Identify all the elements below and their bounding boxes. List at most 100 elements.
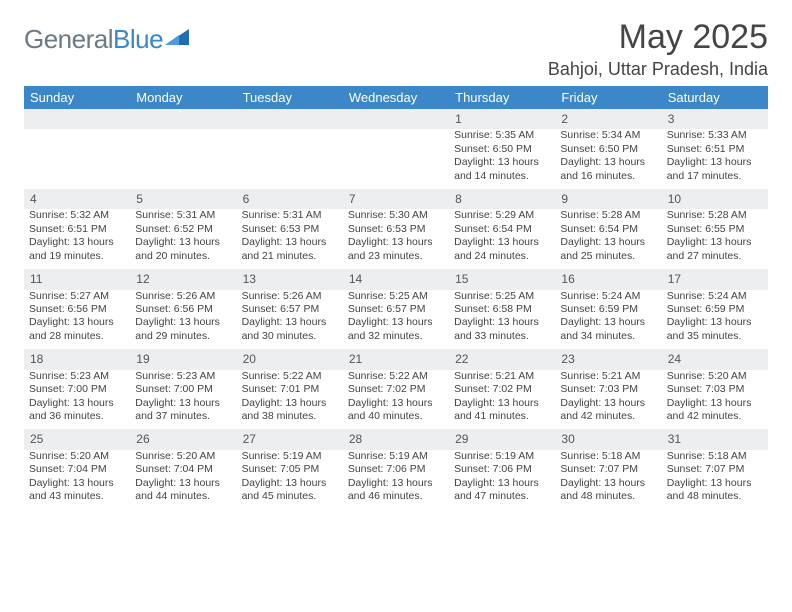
daylight-text: Daylight: 13 hours and 20 minutes. xyxy=(135,236,231,263)
day-number-cell: 5 xyxy=(130,189,236,209)
daynum-row: 123 xyxy=(24,109,768,129)
daynum-row: 45678910 xyxy=(24,189,768,209)
sunrise-text: Sunrise: 5:25 AM xyxy=(454,290,550,303)
sunrise-text: Sunrise: 5:24 AM xyxy=(667,290,763,303)
daylight-text: Daylight: 13 hours and 32 minutes. xyxy=(348,316,444,343)
day-info-cell: Sunrise: 5:20 AMSunset: 7:04 PMDaylight:… xyxy=(24,450,130,510)
daylight-text: Daylight: 13 hours and 21 minutes. xyxy=(242,236,338,263)
day-info-cell: Sunrise: 5:19 AMSunset: 7:06 PMDaylight:… xyxy=(343,450,449,510)
brand-text: GeneralBlue xyxy=(24,24,163,55)
sunrise-text: Sunrise: 5:24 AM xyxy=(560,290,656,303)
day-number-cell: 15 xyxy=(449,269,555,289)
sunset-text: Sunset: 6:50 PM xyxy=(560,143,656,156)
sunset-text: Sunset: 7:03 PM xyxy=(667,383,763,396)
day-number-cell: 3 xyxy=(662,109,768,129)
daylight-text: Daylight: 13 hours and 35 minutes. xyxy=(667,316,763,343)
day-number-cell xyxy=(130,109,236,129)
daylight-text: Daylight: 13 hours and 36 minutes. xyxy=(29,397,125,424)
day-info-cell: Sunrise: 5:23 AMSunset: 7:00 PMDaylight:… xyxy=(24,370,130,430)
day-info-cell: Sunrise: 5:18 AMSunset: 7:07 PMDaylight:… xyxy=(555,450,661,510)
day-info-cell: Sunrise: 5:22 AMSunset: 7:01 PMDaylight:… xyxy=(237,370,343,430)
sunset-text: Sunset: 7:00 PM xyxy=(135,383,231,396)
day-number-cell xyxy=(237,109,343,129)
day-info-cell: Sunrise: 5:21 AMSunset: 7:03 PMDaylight:… xyxy=(555,370,661,430)
day-number-cell: 21 xyxy=(343,349,449,369)
brand-logo: GeneralBlue xyxy=(24,24,191,55)
daylight-text: Daylight: 13 hours and 47 minutes. xyxy=(454,477,550,504)
day-number-cell: 25 xyxy=(24,429,130,449)
day-number-cell: 19 xyxy=(130,349,236,369)
sunset-text: Sunset: 7:05 PM xyxy=(242,463,338,476)
day-number-cell: 2 xyxy=(555,109,661,129)
daylight-text: Daylight: 13 hours and 14 minutes. xyxy=(454,156,550,183)
daylight-text: Daylight: 13 hours and 44 minutes. xyxy=(135,477,231,504)
daylight-text: Daylight: 13 hours and 45 minutes. xyxy=(242,477,338,504)
sunrise-text: Sunrise: 5:22 AM xyxy=(242,370,338,383)
daynum-row: 18192021222324 xyxy=(24,349,768,369)
location-text: Bahjoi, Uttar Pradesh, India xyxy=(548,59,768,80)
day-number-cell: 26 xyxy=(130,429,236,449)
sunrise-text: Sunrise: 5:20 AM xyxy=(135,450,231,463)
day-info-cell: Sunrise: 5:25 AMSunset: 6:57 PMDaylight:… xyxy=(343,290,449,350)
sunrise-text: Sunrise: 5:28 AM xyxy=(560,209,656,222)
day-info-cell: Sunrise: 5:31 AMSunset: 6:52 PMDaylight:… xyxy=(130,209,236,269)
day-info-cell: Sunrise: 5:26 AMSunset: 6:57 PMDaylight:… xyxy=(237,290,343,350)
day-header: Wednesday xyxy=(343,86,449,109)
daylight-text: Daylight: 13 hours and 42 minutes. xyxy=(667,397,763,424)
sunset-text: Sunset: 6:52 PM xyxy=(135,223,231,236)
daylight-text: Daylight: 13 hours and 19 minutes. xyxy=(29,236,125,263)
day-info-row: Sunrise: 5:20 AMSunset: 7:04 PMDaylight:… xyxy=(24,450,768,510)
sunset-text: Sunset: 6:53 PM xyxy=(242,223,338,236)
brand-mark-icon xyxy=(165,27,191,52)
day-number-cell: 30 xyxy=(555,429,661,449)
day-info-cell: Sunrise: 5:18 AMSunset: 7:07 PMDaylight:… xyxy=(662,450,768,510)
day-number-cell: 8 xyxy=(449,189,555,209)
day-info-cell xyxy=(24,129,130,189)
sunrise-text: Sunrise: 5:32 AM xyxy=(29,209,125,222)
daylight-text: Daylight: 13 hours and 34 minutes. xyxy=(560,316,656,343)
day-info-cell: Sunrise: 5:20 AMSunset: 7:04 PMDaylight:… xyxy=(130,450,236,510)
day-info-cell: Sunrise: 5:26 AMSunset: 6:56 PMDaylight:… xyxy=(130,290,236,350)
sunrise-text: Sunrise: 5:19 AM xyxy=(242,450,338,463)
day-info-cell: Sunrise: 5:35 AMSunset: 6:50 PMDaylight:… xyxy=(449,129,555,189)
daylight-text: Daylight: 13 hours and 30 minutes. xyxy=(242,316,338,343)
daynum-row: 11121314151617 xyxy=(24,269,768,289)
sunrise-text: Sunrise: 5:31 AM xyxy=(242,209,338,222)
sunrise-text: Sunrise: 5:29 AM xyxy=(454,209,550,222)
header: GeneralBlue May 2025 Bahjoi, Uttar Prade… xyxy=(24,18,768,80)
sunrise-text: Sunrise: 5:21 AM xyxy=(454,370,550,383)
day-header: Sunday xyxy=(24,86,130,109)
daylight-text: Daylight: 13 hours and 23 minutes. xyxy=(348,236,444,263)
day-header: Monday xyxy=(130,86,236,109)
day-info-cell: Sunrise: 5:25 AMSunset: 6:58 PMDaylight:… xyxy=(449,290,555,350)
daylight-text: Daylight: 13 hours and 17 minutes. xyxy=(667,156,763,183)
day-number-cell: 24 xyxy=(662,349,768,369)
sunrise-text: Sunrise: 5:25 AM xyxy=(348,290,444,303)
daynum-row: 25262728293031 xyxy=(24,429,768,449)
day-info-cell: Sunrise: 5:28 AMSunset: 6:54 PMDaylight:… xyxy=(555,209,661,269)
day-info-cell: Sunrise: 5:21 AMSunset: 7:02 PMDaylight:… xyxy=(449,370,555,430)
day-number-cell: 14 xyxy=(343,269,449,289)
day-number-cell: 9 xyxy=(555,189,661,209)
sunset-text: Sunset: 7:03 PM xyxy=(560,383,656,396)
calendar-body: 123Sunrise: 5:35 AMSunset: 6:50 PMDaylig… xyxy=(24,109,768,510)
daylight-text: Daylight: 13 hours and 48 minutes. xyxy=(560,477,656,504)
day-number-cell: 28 xyxy=(343,429,449,449)
day-info-row: Sunrise: 5:27 AMSunset: 6:56 PMDaylight:… xyxy=(24,290,768,350)
day-info-cell: Sunrise: 5:23 AMSunset: 7:00 PMDaylight:… xyxy=(130,370,236,430)
day-info-cell: Sunrise: 5:20 AMSunset: 7:03 PMDaylight:… xyxy=(662,370,768,430)
sunrise-text: Sunrise: 5:30 AM xyxy=(348,209,444,222)
day-info-cell: Sunrise: 5:24 AMSunset: 6:59 PMDaylight:… xyxy=(555,290,661,350)
day-number-cell: 12 xyxy=(130,269,236,289)
daylight-text: Daylight: 13 hours and 42 minutes. xyxy=(560,397,656,424)
daylight-text: Daylight: 13 hours and 24 minutes. xyxy=(454,236,550,263)
sunrise-text: Sunrise: 5:31 AM xyxy=(135,209,231,222)
day-info-row: Sunrise: 5:32 AMSunset: 6:51 PMDaylight:… xyxy=(24,209,768,269)
day-info-cell: Sunrise: 5:19 AMSunset: 7:05 PMDaylight:… xyxy=(237,450,343,510)
day-number-cell: 23 xyxy=(555,349,661,369)
day-header: Saturday xyxy=(662,86,768,109)
sunrise-text: Sunrise: 5:20 AM xyxy=(667,370,763,383)
daylight-text: Daylight: 13 hours and 37 minutes. xyxy=(135,397,231,424)
day-info-cell xyxy=(237,129,343,189)
daylight-text: Daylight: 13 hours and 46 minutes. xyxy=(348,477,444,504)
